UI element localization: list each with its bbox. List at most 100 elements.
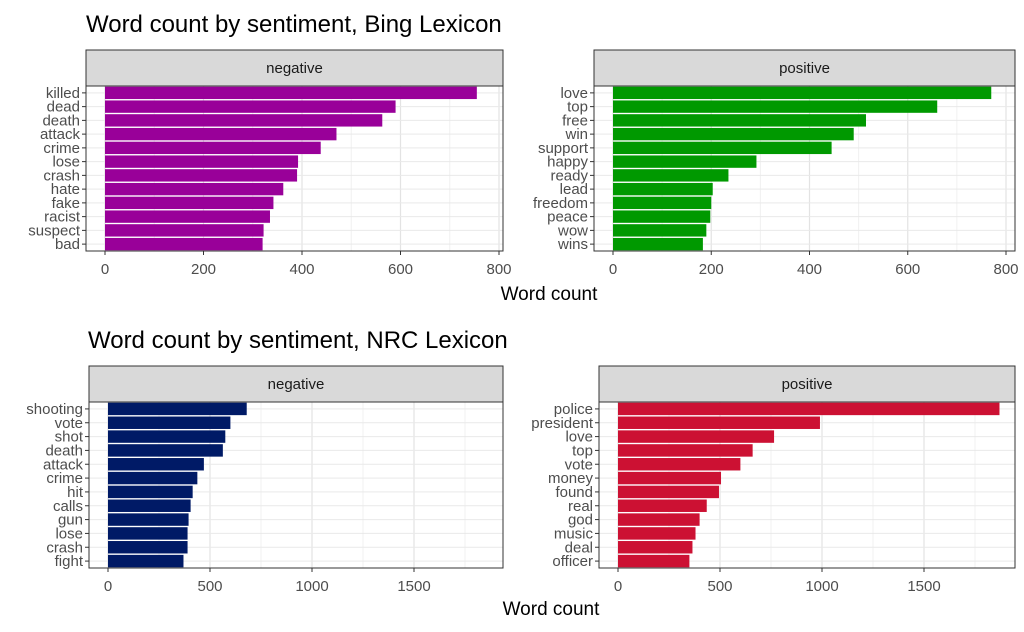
bar-president	[618, 416, 820, 429]
category-label-suspect: suspect	[28, 222, 81, 239]
category-label-lose: lose	[52, 154, 80, 171]
x-tick-label-500: 500	[707, 578, 732, 595]
chart1-facet-negative: negative killeddeaddeathattackcrimelosecr…	[28, 49, 512, 278]
x-tick-label-1500: 1500	[907, 578, 940, 595]
panel-background	[594, 86, 1015, 251]
x-tick-label-0: 0	[614, 578, 622, 595]
x-tick-label-1000: 1000	[295, 578, 328, 595]
bar-win	[613, 127, 854, 141]
category-label-support: support	[538, 140, 589, 157]
bar-vote	[108, 416, 231, 429]
category-label-real: real	[568, 498, 593, 515]
chart2-facet-negative: negative shootingvoteshotdeathattackcrime…	[26, 365, 504, 595]
bar-happy	[613, 155, 757, 168]
bar-fake	[105, 196, 274, 210]
category-label-killed: killed	[46, 85, 80, 102]
category-label-music: music	[554, 525, 594, 542]
category-label-shot: shot	[55, 429, 84, 446]
facet-strip	[85, 49, 504, 87]
bar-gun	[108, 513, 189, 526]
bar-fight	[108, 554, 184, 568]
bar-lose	[105, 155, 299, 168]
category-label-death: death	[45, 442, 83, 459]
bar-police	[618, 402, 1000, 416]
bar-real	[618, 499, 707, 512]
bar-death	[105, 114, 383, 127]
bar-shooting	[108, 402, 247, 416]
bar-wow	[613, 224, 707, 237]
bar-hit	[108, 485, 193, 499]
bar-freedom	[613, 196, 712, 210]
category-label-love: love	[560, 85, 588, 102]
category-label-wins: wins	[557, 236, 588, 253]
bar-suspect	[105, 224, 264, 237]
x-tick-label-200: 200	[699, 261, 724, 278]
bar-music	[618, 527, 696, 540]
chart2-facet-positive: positive policepresidentlovetopvotemoneyf…	[531, 365, 1016, 595]
category-label-crime: crime	[43, 140, 80, 157]
panel-border	[88, 401, 504, 569]
facet-strip-label: negative	[266, 60, 323, 77]
category-label-win: win	[564, 126, 588, 143]
category-label-money: money	[548, 470, 594, 487]
bar-money	[618, 471, 722, 485]
bar-killed	[105, 86, 477, 100]
bar-crash	[105, 169, 298, 182]
category-label-lead: lead	[560, 181, 588, 198]
category-label-happy: happy	[547, 154, 588, 171]
category-label-dead: dead	[47, 99, 80, 116]
category-label-peace: peace	[547, 209, 588, 226]
category-label-freedom: freedom	[533, 195, 588, 212]
category-label-free: free	[562, 112, 588, 129]
facet-panels: negativekilleddeaddeathattackcrimelosecr…	[26, 49, 1019, 595]
x-tick-label-1500: 1500	[397, 578, 430, 595]
category-label-calls: calls	[53, 498, 83, 515]
bar-support	[613, 141, 832, 155]
bar-crime	[108, 471, 198, 485]
x-tick-label-1000: 1000	[805, 578, 838, 595]
bar-love	[613, 86, 992, 100]
category-label-hate: hate	[51, 181, 80, 198]
category-label-police: police	[554, 401, 593, 418]
category-label-attack: attack	[43, 456, 84, 473]
bar-found	[618, 485, 719, 499]
bar-death	[108, 444, 223, 457]
category-label-top: top	[572, 442, 593, 459]
bar-top	[618, 444, 753, 457]
category-label-deal: deal	[565, 539, 593, 556]
nrc-chart-title: Word count by sentiment, NRC Lexicon	[88, 327, 508, 354]
category-label-crash: crash	[46, 539, 83, 556]
facet-strip	[593, 49, 1016, 87]
x-tick-label-600: 600	[388, 261, 413, 278]
x-tick-label-800: 800	[486, 261, 511, 278]
category-label-death: death	[42, 112, 80, 129]
category-label-gun: gun	[58, 512, 83, 529]
x-tick-label-0: 0	[609, 261, 617, 278]
bar-lose	[108, 527, 188, 540]
panel-border	[598, 401, 1016, 569]
bar-top	[613, 100, 938, 113]
bar-peace	[613, 210, 711, 223]
bar-lead	[613, 182, 713, 196]
nrc-x-axis-title: Word count	[503, 599, 601, 620]
bar-calls	[108, 499, 191, 512]
bing-x-axis-title: Word count	[501, 284, 599, 305]
chart1-facet-positive: positive lovetopfreewinsupporthappyreadyl…	[533, 49, 1019, 278]
x-tick-label-400: 400	[289, 261, 314, 278]
facet-strip-label: positive	[779, 60, 830, 77]
category-label-shooting: shooting	[26, 401, 83, 418]
panel-background	[86, 86, 503, 251]
x-tick-label-0: 0	[104, 578, 112, 595]
x-tick-label-800: 800	[993, 261, 1018, 278]
bar-racist	[105, 210, 270, 223]
category-label-attack: attack	[40, 126, 81, 143]
x-tick-label-500: 500	[197, 578, 222, 595]
category-label-wow: wow	[557, 222, 588, 239]
category-label-vote: vote	[55, 415, 83, 432]
panel-background	[89, 402, 503, 568]
bar-dead	[105, 100, 396, 113]
bar-ready	[613, 169, 729, 182]
x-tick-label-400: 400	[797, 261, 822, 278]
bar-attack	[108, 458, 204, 471]
bing-chart-title: Word count by sentiment, Bing Lexicon	[86, 11, 502, 38]
